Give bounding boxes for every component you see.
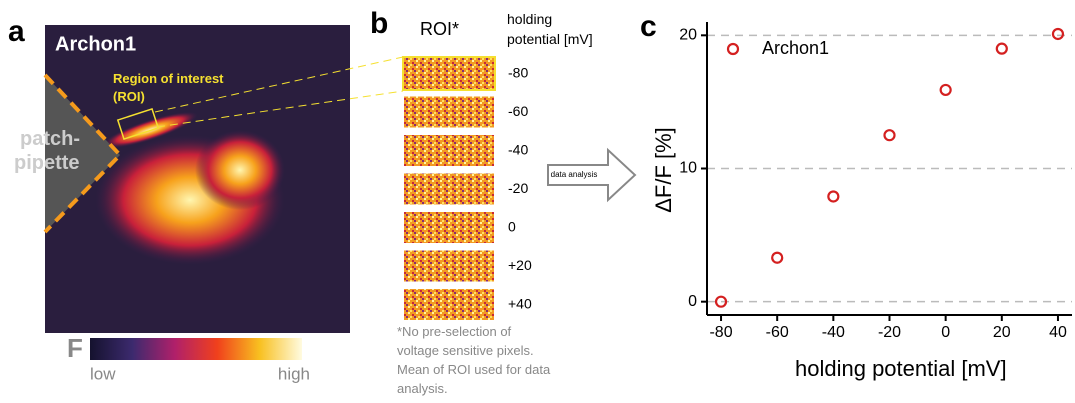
roi-box — [116, 107, 160, 141]
panel-letter: c — [640, 10, 657, 43]
potential-label: +20 — [508, 257, 532, 273]
potential-label: 0 — [508, 219, 516, 235]
data-point — [1051, 27, 1065, 41]
legend-marker — [726, 42, 740, 56]
potential-label: -80 — [508, 65, 528, 81]
roi-label: Region of interest (ROI) — [113, 71, 224, 104]
pipette — [45, 75, 120, 232]
x-tick-label: 0 — [941, 324, 950, 341]
y-tick-label: 20 — [679, 27, 697, 44]
cell — [195, 130, 285, 210]
roi-strip — [402, 171, 496, 207]
data-point — [883, 129, 896, 142]
panel-letter: a — [8, 15, 25, 48]
roi-strip — [402, 287, 496, 322]
zoom-line — [156, 90, 404, 128]
potential-label: -60 — [508, 103, 528, 119]
potential-label: -40 — [508, 142, 528, 158]
x-tick-label: -60 — [766, 324, 789, 341]
x-tick-label: -20 — [878, 324, 901, 341]
x-tick-label: -40 — [822, 324, 845, 341]
panel-letter: b — [370, 7, 388, 40]
x-tick-label: 40 — [1049, 324, 1067, 341]
data-point — [827, 190, 840, 203]
x-tick-label: 20 — [993, 324, 1011, 341]
pipette-outline — [43, 73, 123, 234]
y-tick-label: 10 — [679, 160, 697, 177]
arrow-label: data analysis — [551, 170, 598, 179]
image-title: Archon1 — [55, 33, 136, 55]
roi-strip — [402, 56, 496, 91]
footnote: *No pre-selection of voltage sensitive pi… — [397, 324, 551, 396]
roi-strip — [402, 248, 496, 284]
zoom-line — [154, 56, 404, 113]
potential-label: +40 — [508, 296, 532, 312]
colorbar — [90, 338, 302, 360]
roi-strip — [402, 94, 496, 130]
x-axis-label: holding potential [mV] — [795, 356, 1007, 381]
pipette-label: patch-pipette — [14, 128, 80, 174]
y-tick-label: 0 — [688, 293, 697, 310]
roi-strip — [402, 210, 496, 245]
y-axis-label: ΔF/F [%] — [651, 127, 676, 213]
roi-header: ROI* — [420, 19, 459, 39]
potential-label: -20 — [508, 180, 528, 196]
data-point — [995, 42, 1008, 55]
arrow — [547, 147, 637, 203]
potential-header: holding potential [mV] — [507, 11, 593, 47]
legend-label: Archon1 — [762, 38, 829, 58]
x-tick-label: -80 — [709, 324, 732, 341]
colorbar-high: high — [278, 364, 310, 383]
data-point — [771, 251, 784, 264]
colorbar-symbol: F — [67, 333, 83, 363]
data-point — [939, 83, 952, 97]
colorbar-low: low — [90, 364, 116, 383]
roi-strip — [402, 133, 496, 168]
data-point — [714, 295, 728, 308]
